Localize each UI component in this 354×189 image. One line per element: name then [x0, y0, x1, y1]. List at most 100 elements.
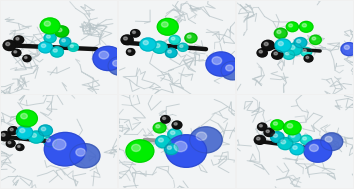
Circle shape [155, 44, 160, 47]
Circle shape [257, 137, 260, 140]
Circle shape [190, 127, 222, 153]
Circle shape [168, 50, 171, 53]
Circle shape [162, 117, 166, 119]
Circle shape [306, 56, 309, 59]
Circle shape [259, 50, 262, 53]
Circle shape [124, 37, 127, 40]
Circle shape [187, 35, 191, 38]
Circle shape [155, 136, 171, 148]
Circle shape [297, 40, 301, 43]
Circle shape [99, 51, 109, 59]
Circle shape [1, 133, 5, 136]
Circle shape [169, 35, 180, 44]
Circle shape [17, 126, 33, 139]
Circle shape [278, 42, 283, 46]
Circle shape [46, 35, 50, 38]
Circle shape [157, 19, 178, 35]
Circle shape [284, 121, 301, 135]
Circle shape [273, 122, 278, 125]
Circle shape [59, 37, 71, 46]
Circle shape [171, 131, 175, 135]
Circle shape [6, 42, 10, 46]
Circle shape [286, 22, 298, 32]
Circle shape [212, 57, 222, 64]
Circle shape [289, 24, 292, 27]
Circle shape [272, 50, 283, 59]
Circle shape [290, 46, 295, 49]
Circle shape [44, 21, 51, 26]
Circle shape [161, 22, 168, 27]
Circle shape [53, 49, 57, 52]
Circle shape [304, 140, 332, 162]
Circle shape [178, 43, 188, 51]
Circle shape [257, 49, 267, 57]
Circle shape [39, 42, 52, 53]
Circle shape [262, 40, 274, 50]
Circle shape [174, 123, 177, 125]
Circle shape [171, 37, 175, 40]
Circle shape [24, 57, 27, 59]
Circle shape [270, 132, 284, 143]
Circle shape [29, 131, 44, 143]
Circle shape [206, 52, 236, 76]
Circle shape [341, 43, 354, 56]
Circle shape [140, 38, 156, 51]
Circle shape [303, 49, 307, 52]
Circle shape [278, 138, 293, 150]
Circle shape [70, 144, 100, 168]
Circle shape [14, 51, 17, 53]
Circle shape [156, 125, 160, 128]
Circle shape [290, 144, 304, 155]
Circle shape [44, 137, 57, 147]
Circle shape [23, 55, 31, 62]
Circle shape [10, 128, 13, 131]
Circle shape [8, 127, 18, 134]
Circle shape [294, 37, 307, 48]
Circle shape [273, 134, 278, 137]
Circle shape [32, 133, 36, 137]
Circle shape [264, 128, 274, 136]
Circle shape [12, 49, 21, 56]
Circle shape [281, 140, 286, 144]
Circle shape [310, 35, 321, 44]
Circle shape [18, 145, 20, 147]
Circle shape [70, 45, 74, 47]
Circle shape [20, 129, 25, 133]
Circle shape [274, 28, 287, 38]
Circle shape [165, 48, 177, 57]
Circle shape [185, 33, 197, 43]
Circle shape [41, 44, 46, 47]
Circle shape [180, 45, 183, 47]
Circle shape [128, 50, 131, 52]
Circle shape [132, 31, 136, 33]
Circle shape [168, 129, 182, 140]
Circle shape [76, 148, 85, 156]
Circle shape [301, 47, 312, 56]
Circle shape [62, 39, 65, 42]
Circle shape [275, 39, 291, 52]
Circle shape [287, 124, 293, 128]
Circle shape [288, 132, 301, 142]
Circle shape [167, 146, 171, 149]
Circle shape [68, 43, 78, 51]
Circle shape [221, 61, 244, 80]
Circle shape [126, 49, 135, 55]
Circle shape [258, 123, 267, 131]
Circle shape [325, 136, 332, 142]
Circle shape [46, 139, 50, 142]
Circle shape [172, 121, 182, 129]
Circle shape [302, 24, 307, 27]
Circle shape [174, 141, 187, 152]
Circle shape [16, 37, 19, 40]
Circle shape [126, 140, 154, 162]
Circle shape [165, 144, 178, 155]
Circle shape [321, 133, 343, 151]
Circle shape [143, 41, 148, 45]
Circle shape [259, 125, 262, 127]
Circle shape [53, 139, 66, 150]
Circle shape [17, 110, 37, 127]
Circle shape [51, 47, 63, 57]
Circle shape [44, 33, 56, 43]
Circle shape [57, 28, 62, 32]
Circle shape [159, 138, 164, 142]
